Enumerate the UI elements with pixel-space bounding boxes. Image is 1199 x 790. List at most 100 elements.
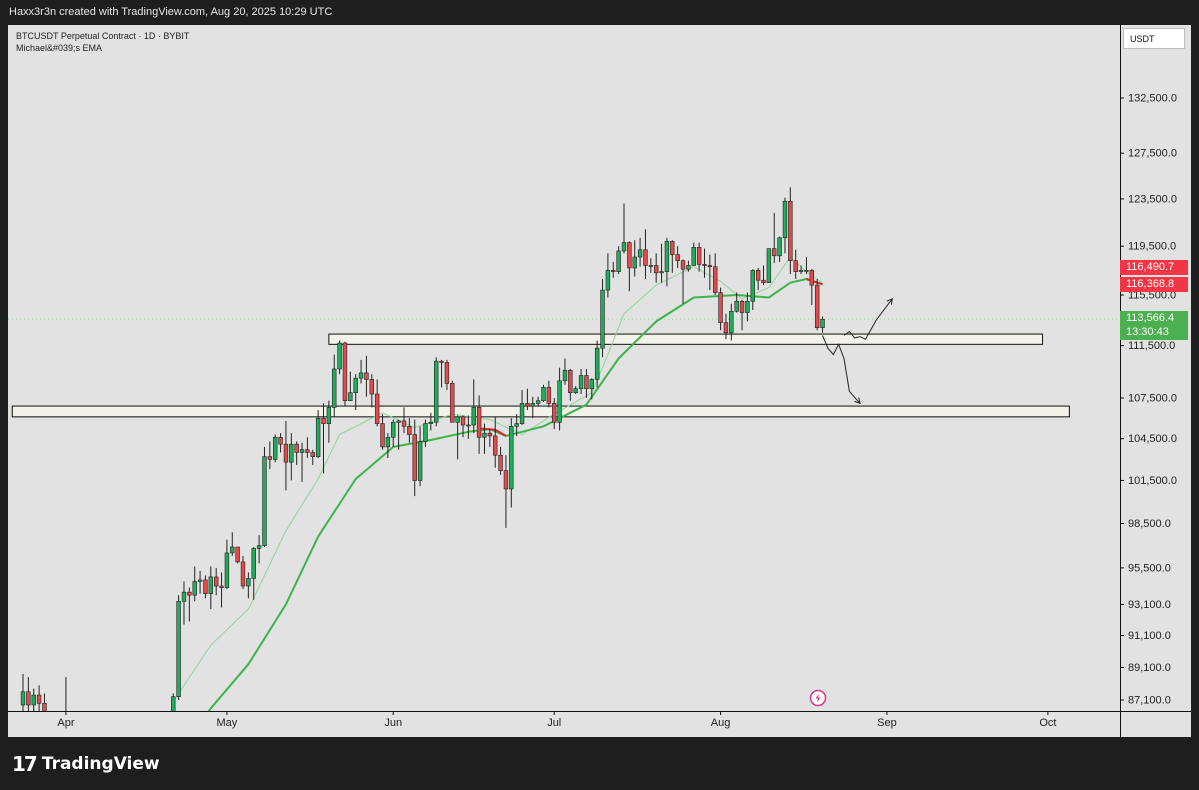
candle xyxy=(761,265,766,286)
price-tick-label: 111,500.0 xyxy=(1128,340,1175,352)
candle xyxy=(380,414,385,450)
candle-body xyxy=(278,436,283,445)
support-zone-2 xyxy=(11,405,1070,418)
candle-body xyxy=(401,420,407,427)
candle-body xyxy=(750,270,755,302)
candle-body xyxy=(396,420,401,423)
candle-body xyxy=(782,200,788,239)
candle-body xyxy=(444,362,450,384)
candle xyxy=(171,693,176,711)
candle-body xyxy=(251,548,256,579)
candle-body xyxy=(417,441,423,481)
currency-unit-button[interactable]: USDT xyxy=(1123,28,1185,49)
candle xyxy=(235,546,240,564)
ema-slow-price-tag: 116,368.8 xyxy=(1120,277,1188,292)
candle xyxy=(605,253,611,298)
candle-body xyxy=(605,270,611,291)
candle-body xyxy=(460,416,466,426)
candle xyxy=(246,572,251,599)
candle-body xyxy=(471,407,476,426)
candle-body xyxy=(36,694,42,704)
candle-body xyxy=(348,392,353,402)
candle-body xyxy=(31,694,36,706)
candle-body xyxy=(353,377,358,394)
candle xyxy=(20,673,26,711)
candle xyxy=(42,693,47,711)
candle-body xyxy=(664,241,670,272)
candle xyxy=(369,374,374,408)
candle-body xyxy=(723,322,729,334)
candle-body xyxy=(713,266,718,293)
candle xyxy=(809,269,815,306)
candle xyxy=(385,433,391,459)
candle-body xyxy=(289,443,294,463)
candle xyxy=(450,380,455,423)
candle xyxy=(611,261,616,278)
candle xyxy=(412,419,417,497)
candle xyxy=(358,359,364,384)
candle-body xyxy=(487,432,493,437)
candle-body xyxy=(653,265,659,274)
candle-body xyxy=(176,601,181,698)
tradingview-brand[interactable]: 17 TradingView xyxy=(12,752,160,776)
candle xyxy=(696,242,702,272)
candle-body xyxy=(530,403,535,407)
candle xyxy=(273,434,278,463)
scenario-arrowhead-2 xyxy=(854,397,861,405)
candle-body xyxy=(493,435,498,456)
candle xyxy=(546,380,552,408)
candle-body xyxy=(337,342,342,370)
time-tick-label: May xyxy=(217,717,238,729)
candle xyxy=(31,688,36,711)
candle xyxy=(176,595,181,700)
price-tick-label: 127,500.0 xyxy=(1128,148,1177,160)
candle xyxy=(509,418,514,508)
candle-body xyxy=(213,576,219,587)
candle-body xyxy=(584,375,589,390)
candle xyxy=(181,581,187,625)
price-tick-label: 104,500.0 xyxy=(1128,433,1177,445)
candle xyxy=(208,566,214,610)
bottom-bar xyxy=(0,737,1199,790)
candle xyxy=(718,287,723,331)
candle-body xyxy=(680,260,686,270)
price-scale-pane[interactable] xyxy=(1120,25,1191,737)
candle xyxy=(487,429,493,447)
candle-body xyxy=(755,270,761,281)
candle-body xyxy=(181,591,187,602)
price-tick-label: 123,500.0 xyxy=(1128,193,1177,205)
price-tick-label: 93,100.0 xyxy=(1128,599,1171,611)
candle xyxy=(224,539,230,590)
candle xyxy=(680,259,686,304)
candle xyxy=(820,316,825,333)
candle xyxy=(686,260,691,272)
candle xyxy=(407,418,412,443)
candle-body xyxy=(621,242,627,252)
candle-body xyxy=(814,284,820,329)
candle-body xyxy=(514,423,519,427)
scenario-path-1 xyxy=(843,298,893,340)
candle-body xyxy=(546,387,552,404)
time-tick-label: Apr xyxy=(57,717,74,729)
candle xyxy=(568,368,573,401)
candle-body xyxy=(305,449,310,453)
indicator-line: Michael&#039;s EMA xyxy=(16,43,103,53)
candle-body xyxy=(283,443,289,463)
last-price-tag: 113,566.4 xyxy=(1120,311,1188,326)
candle-body xyxy=(455,416,460,423)
candle-body xyxy=(391,421,396,438)
candle-body xyxy=(702,264,707,266)
candle-body xyxy=(310,452,315,457)
candle xyxy=(766,248,772,283)
candle-body xyxy=(192,581,197,596)
candle-body xyxy=(208,576,214,594)
candle xyxy=(197,570,203,594)
candle-body xyxy=(342,342,348,402)
author-credit: Haxx3r3n created with TradingView.com, A… xyxy=(9,6,333,18)
candle xyxy=(739,300,745,331)
candle xyxy=(471,379,476,434)
candle-body xyxy=(578,375,584,390)
candle xyxy=(289,433,294,481)
candle xyxy=(342,341,348,407)
